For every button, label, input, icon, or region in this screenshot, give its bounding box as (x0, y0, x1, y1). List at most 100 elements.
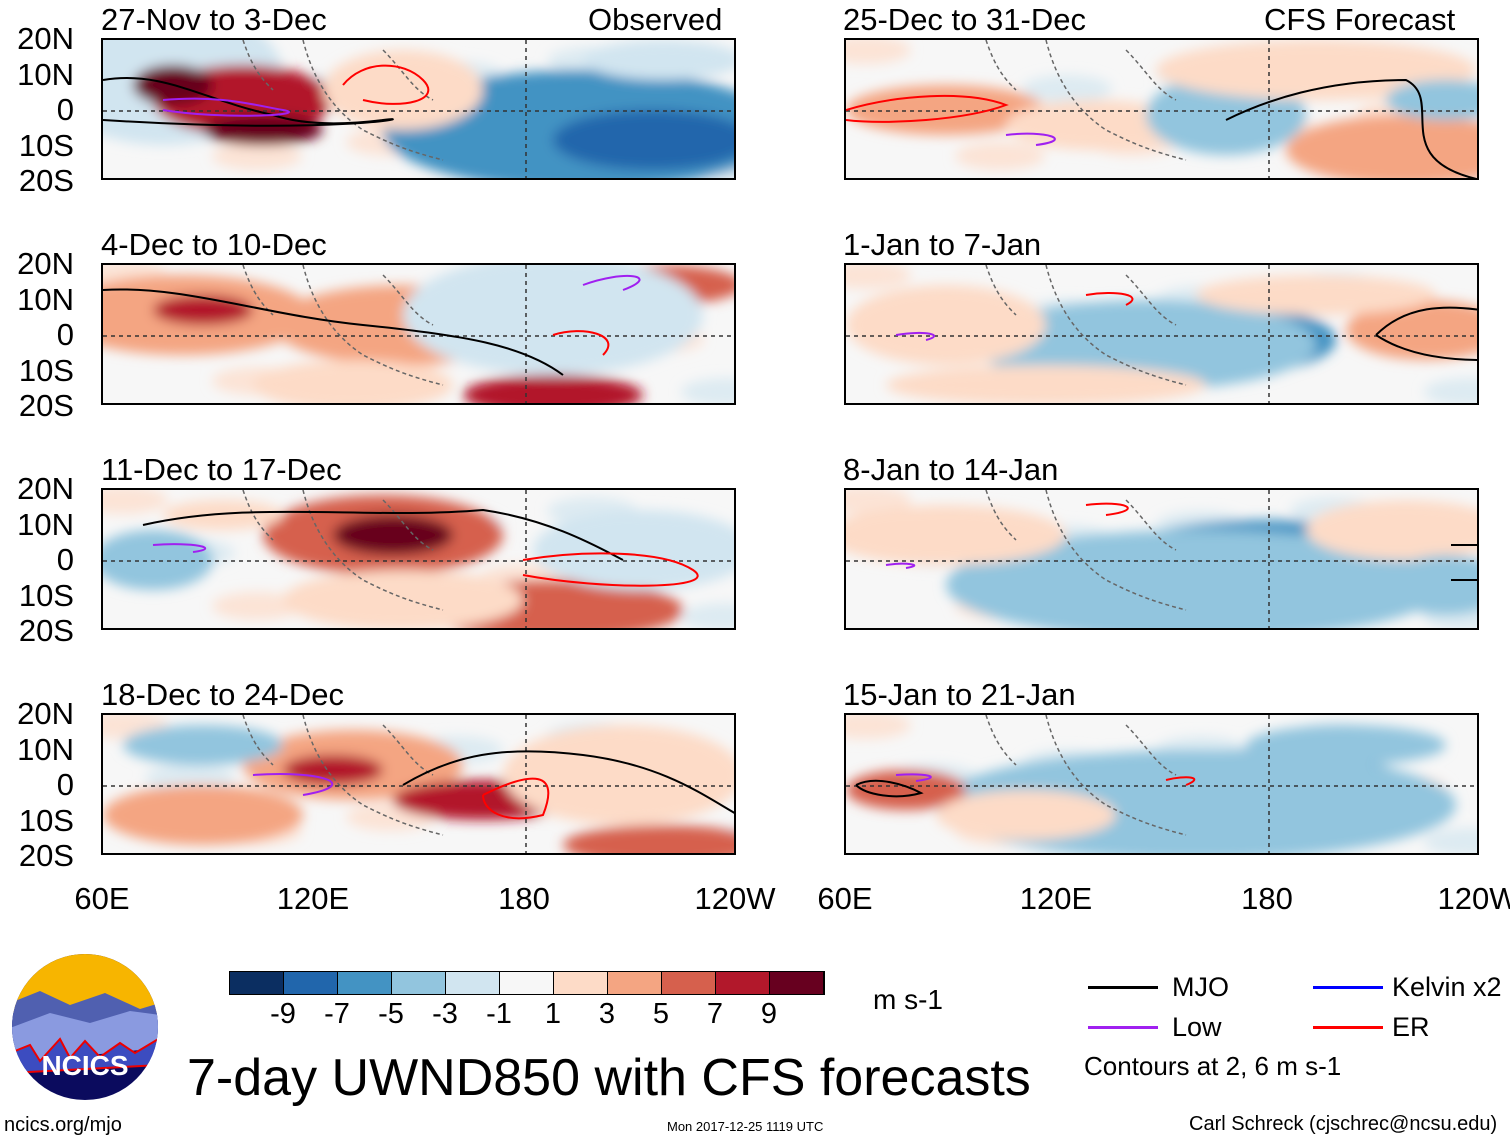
low-contour (582, 274, 641, 291)
lat-label: 20S (18, 388, 74, 423)
lat-label: 20S (18, 613, 74, 648)
map-panel-forecast-2 (844, 263, 1479, 405)
lat-label: 20S (18, 838, 74, 873)
lat-label: 0 (56, 767, 74, 802)
map-panel-forecast-4 (844, 713, 1479, 855)
lat-label: 10N (17, 281, 74, 317)
lon-label: 60E (74, 881, 130, 916)
wind-anomaly-patch (503, 725, 734, 825)
low-contour (162, 97, 290, 117)
wind-anomaly-patch (1196, 275, 1436, 315)
wind-anomaly-patch (1022, 75, 1112, 103)
wind-anomaly-patch (846, 285, 1046, 365)
logo-text: NCICS (41, 1050, 128, 1081)
forecast-label: CFS Forecast (1264, 2, 1456, 37)
low-contour (895, 331, 935, 341)
lat-label: 0 (56, 317, 74, 352)
legend-line-low (1088, 1026, 1158, 1029)
colorbar-swatch (554, 972, 608, 994)
low-contour (152, 543, 207, 553)
wind-anomaly-patch (283, 755, 383, 785)
low-contour (895, 773, 932, 782)
legend-label: Low (1172, 1012, 1222, 1042)
map-panel-forecast-3 (844, 488, 1479, 630)
er-contour (846, 94, 1009, 123)
mjo-contour (1451, 544, 1477, 581)
lon-label: 120W (694, 881, 776, 916)
colorbar-swatch (608, 972, 662, 994)
legend-label: Kelvin x2 (1392, 972, 1502, 1002)
lat-label: 10S (18, 352, 74, 388)
wind-anomaly-patch (681, 378, 734, 403)
er-contour (482, 777, 550, 820)
colorbar-swatch (446, 972, 500, 994)
lat-label: 10S (18, 577, 74, 613)
mjo-contour (103, 288, 564, 376)
legend-label: ER (1392, 1012, 1430, 1042)
wind-anomaly-patch (886, 365, 1206, 403)
legend-line-mjo (1088, 986, 1158, 989)
colorbar-tick-label: -3 (432, 998, 458, 1030)
lon-label: 60E (817, 881, 873, 916)
colorbar-tick-label: 1 (544, 998, 562, 1030)
colorbar-swatch (392, 972, 446, 994)
coastline (242, 490, 444, 611)
colorbar-swatch (500, 972, 554, 994)
lat-label: 0 (56, 542, 74, 577)
wind-anomaly-patch (553, 110, 734, 170)
ncics-logo: NCICS (10, 953, 160, 1101)
er-contour (1085, 502, 1129, 516)
panel-title: 8-Jan to 14-Jan (843, 452, 1059, 487)
lon-label: 180 (498, 881, 550, 916)
wind-anomaly-patch (212, 592, 302, 620)
wind-anomaly-patch (163, 500, 283, 530)
wind-anomaly-patch (403, 265, 703, 375)
mjo-contour (1225, 78, 1477, 178)
wind-anomaly-patch (563, 825, 734, 853)
legend-line-er (1313, 1026, 1383, 1029)
lat-label: 20N (17, 246, 74, 281)
colorbar-swatch (338, 972, 392, 994)
wind-anomaly-patch (955, 142, 1045, 170)
lat-label: 20N (17, 21, 74, 56)
map-panel-observed-4 (101, 713, 736, 855)
lat-label: 20S (18, 163, 74, 198)
wind-anomaly-patch (846, 40, 911, 64)
lon-label: 120E (1019, 881, 1093, 916)
lon-label: 120W (1437, 881, 1510, 916)
wind-anomaly-patch (1286, 115, 1477, 178)
wind-anomaly-patch (253, 360, 453, 403)
coastline (242, 40, 444, 161)
lat-label: 10N (17, 506, 74, 542)
mjo-contour (402, 750, 734, 814)
wind-anomaly-patch (846, 505, 1066, 565)
colorbar-swatch (770, 972, 824, 994)
panel-title: 27-Nov to 3-Dec (101, 2, 327, 37)
colorbar-tick-label: -5 (378, 998, 404, 1030)
low-contour (885, 562, 916, 569)
colorbar-tick-label: -9 (270, 998, 296, 1030)
lat-label: 20N (17, 471, 74, 506)
panel-title: 1-Jan to 7-Jan (843, 227, 1042, 262)
coastline (242, 265, 444, 386)
wind-anomaly-patch (1346, 300, 1477, 360)
wind-anomaly-patch (123, 725, 283, 765)
wind-anomaly-patch (323, 50, 483, 130)
wind-anomaly-patch (283, 570, 523, 628)
colorbar-tick-label: -7 (324, 998, 350, 1030)
colorbar-swatch (716, 972, 770, 994)
figure-title: 7-day UWND850 with CFS forecasts (187, 1049, 1031, 1107)
colorbar (229, 971, 825, 995)
wind-anomaly-patch (145, 764, 235, 792)
lat-label: 10S (18, 802, 74, 838)
source-url[interactable]: ncics.org/mjo (4, 1114, 122, 1136)
colorbar-tick-label: 3 (598, 998, 616, 1030)
low-contour (1005, 132, 1056, 146)
lat-label: 10N (17, 56, 74, 92)
low-contour (252, 773, 334, 796)
er-contour (342, 64, 430, 105)
wind-anomaly-patch (153, 295, 253, 325)
mjo-contour (855, 779, 924, 798)
wind-anomaly-patch (1386, 80, 1477, 120)
map-panel-observed-1 (101, 38, 736, 180)
